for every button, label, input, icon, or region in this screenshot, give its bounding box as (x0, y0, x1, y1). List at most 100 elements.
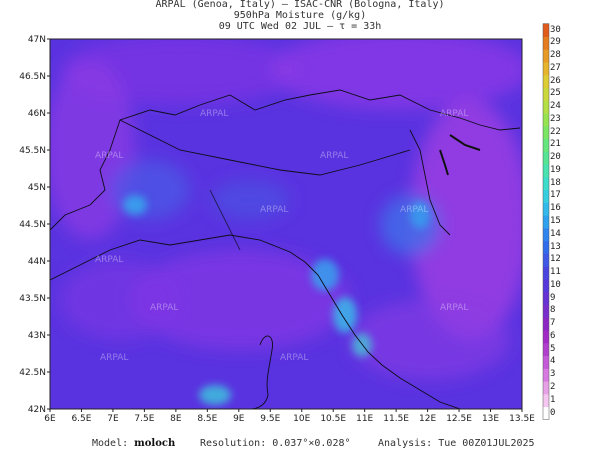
colorbar-label: 7 (550, 318, 556, 329)
colorbar-swatch (543, 151, 549, 165)
colorbar-label: 16 (550, 203, 561, 214)
lon-label: 9.5E (260, 414, 280, 424)
colorbar-swatch (543, 330, 549, 344)
colorbar-swatch (543, 74, 549, 88)
latitude-axis: 47N 46.5N 46N 45.5N 45N 44.5N 44N 43.5N 43N 42.5N… (19, 35, 50, 415)
colorbar-label: 6 (550, 330, 556, 341)
header-line-3: 09 UTC Wed 02 JUL – τ = 33h (218, 21, 382, 32)
watermark-label: ARPAL (95, 255, 123, 265)
colorbar-label: 29 (550, 37, 561, 48)
analysis-info: Analysis: Tue 00Z01JUL2025 (378, 438, 535, 449)
watermarks: ARPAL ARPAL ARPAL ARPAL ARPAL ARPAL ARPA… (95, 109, 468, 363)
lon-label: 9E (233, 414, 245, 424)
colorbar-label: 9 (550, 292, 556, 303)
colorbar-label: 0 (550, 407, 556, 418)
colorbar-label: 12 (550, 254, 561, 265)
lat-label: 45N (28, 183, 46, 193)
lon-label: 11.5E (383, 414, 409, 424)
colorbar-swatch (543, 176, 549, 191)
lat-label: 42.5N (19, 368, 46, 378)
colorbar-swatch (543, 49, 549, 63)
colorbar-label: 19 (550, 164, 561, 175)
colorbar-swatch (543, 342, 549, 357)
lon-label: 12E (419, 414, 436, 424)
lat-label: 43N (28, 331, 46, 341)
colorbar-swatch (543, 164, 549, 178)
colorbar-swatch (543, 36, 549, 50)
lon-label: 8.5E (197, 414, 217, 424)
watermark-label: ARPAL (260, 205, 288, 215)
colorbar-label: 24 (550, 101, 561, 112)
watermark-label: ARPAL (280, 353, 308, 363)
colorbar-swatch (543, 240, 549, 254)
colorbar-label: 30 (550, 24, 561, 35)
header-line-1: ARPAL (Genoa, Italy) – ISAC-CNR (Bologna… (155, 0, 445, 10)
watermark-label: ARPAL (440, 303, 468, 313)
colorbar-label: 25 (550, 88, 561, 99)
lon-label: 6E (44, 414, 56, 424)
watermark-label: ARPAL (400, 205, 428, 215)
colorbar-swatch (543, 138, 549, 152)
colorbar-label: 11 (550, 267, 561, 278)
colorbar-label: 1 (550, 394, 556, 405)
colorbar-swatch (543, 291, 549, 305)
watermark-label: ARPAL (150, 303, 178, 313)
model-value: moloch (134, 438, 176, 449)
watermark-label: ARPAL (95, 151, 123, 161)
colorbar-label: 8 (550, 305, 556, 316)
colorbar-frame (542, 23, 550, 420)
watermark-label: ARPAL (320, 151, 348, 161)
lat-label: 42N (28, 405, 46, 415)
colorbar-swatch (543, 304, 549, 318)
watermark-label: ARPAL (440, 109, 468, 119)
colorbar-swatch (543, 368, 549, 382)
colorbar-label: 14 (550, 228, 561, 239)
coastlines-and-borders (50, 89, 521, 409)
lon-label: 11E (356, 414, 373, 424)
lon-label: 8E (170, 414, 182, 424)
moisture-highs (123, 195, 430, 405)
moisture-field: ARPAL ARPAL ARPAL ARPAL ARPAL ARPAL ARPA… (50, 39, 522, 409)
resolution-info: Resolution: 0.037°×0.028° (200, 438, 351, 449)
colorbar-label: 27 (550, 62, 561, 73)
watermark-label: ARPAL (200, 109, 228, 119)
lon-label: 12.5E (446, 414, 472, 424)
lon-label: 7E (107, 414, 119, 424)
colorbar-swatch (543, 393, 549, 408)
lat-label: 43.5N (19, 294, 46, 304)
lat-label: 47N (28, 35, 46, 45)
colorbar-swatch (543, 61, 549, 76)
lat-label: 44.5N (19, 220, 46, 230)
lat-label: 46N (28, 109, 46, 119)
colorbar-label: 15 (550, 216, 561, 226)
colorbar-label: 28 (550, 50, 561, 61)
colorbar-label: 2 (550, 381, 556, 392)
colorbar-swatch (543, 266, 549, 280)
colorbar-swatch (543, 253, 549, 267)
lat-label: 45.5N (19, 146, 46, 156)
lon-label: 13.5E (509, 414, 535, 424)
moisture-patches (50, 39, 522, 380)
colorbar-label: 22 (550, 126, 561, 137)
colorbar-swatch (543, 202, 549, 216)
lat-label: 46.5N (19, 72, 46, 82)
colorbar-swatch (543, 278, 549, 293)
lon-label: 6.5E (71, 414, 91, 424)
lon-label: 10E (293, 414, 310, 424)
colorbar-swatch (543, 355, 549, 369)
colorbar-swatch (543, 381, 549, 395)
colorbar-label: 5 (550, 343, 556, 354)
lon-label: 7.5E (134, 414, 154, 424)
colorbar-swatch (543, 317, 549, 331)
model-label: Model: (92, 438, 129, 449)
colorbar-swatch (543, 125, 549, 140)
longitude-axis: 6E 6.5E 7E 7.5E 8E 8.5E 9E 9.5E 10E 10.5E 11E 11.5E… (44, 409, 535, 424)
colorbar-label: 26 (550, 75, 561, 86)
colorbar-label: 13 (550, 241, 561, 252)
colorbar-swatch (543, 112, 549, 127)
lon-label: 10.5E (320, 414, 346, 424)
colorbar-swatch (543, 87, 549, 101)
colorbar-label: 18 (550, 177, 561, 188)
colorbar-label: 10 (550, 279, 561, 290)
